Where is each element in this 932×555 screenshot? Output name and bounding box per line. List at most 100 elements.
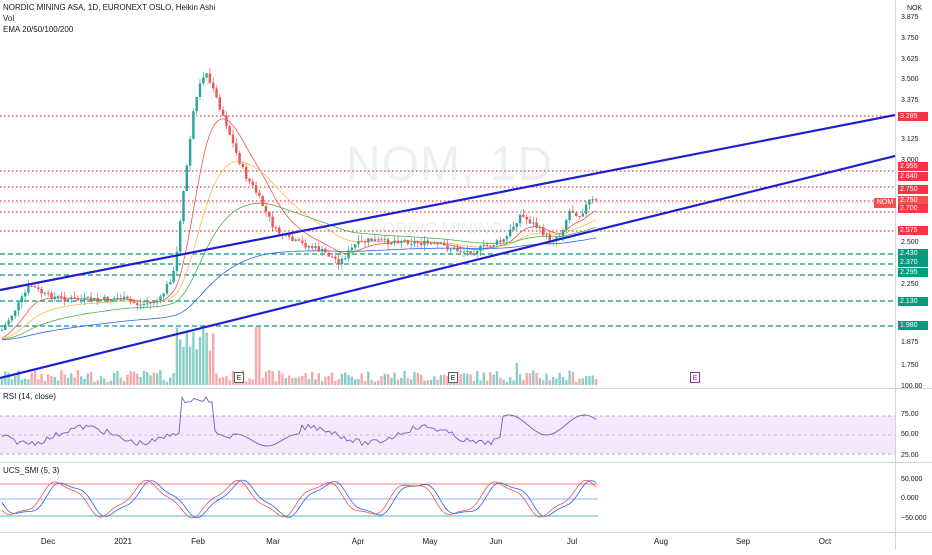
- candle-body: [495, 240, 499, 245]
- candle-body: [390, 242, 393, 245]
- volume-bar: [396, 379, 400, 385]
- volume-bar: [73, 377, 76, 385]
- heikin-ashi-candles: [0, 67, 598, 331]
- volume-bar: [248, 378, 251, 385]
- earnings-flag-upcoming[interactable]: E: [690, 372, 700, 383]
- volume-bar: [205, 332, 208, 385]
- volume-bar: [136, 373, 139, 385]
- volume-bar: [476, 370, 479, 385]
- candle-body: [489, 245, 492, 247]
- symbol-title[interactable]: NORDIC MINING ASA, 1D, EURONEXT OSLO, He…: [3, 3, 216, 12]
- candle-body: [469, 251, 472, 255]
- rsi-legend[interactable]: RSI (14, close): [3, 392, 56, 401]
- candle-body: [499, 240, 502, 242]
- candle-body: [268, 211, 271, 217]
- volume-bar: [370, 379, 373, 385]
- volume-bar: [555, 378, 558, 385]
- candle-body: [337, 258, 340, 264]
- candle-body: [383, 239, 386, 241]
- candle-body: [367, 238, 370, 243]
- volume-bar: [30, 372, 33, 385]
- candle-body: [419, 243, 423, 246]
- volume-bar: [215, 373, 218, 385]
- price-tick: 3.000: [901, 157, 919, 164]
- volume-bar: [251, 379, 254, 385]
- price-tick: 3.500: [901, 76, 919, 83]
- earnings-flag[interactable]: E: [234, 372, 244, 383]
- candle-body: [360, 240, 363, 242]
- candle-body: [370, 238, 373, 242]
- volume-bar: [17, 370, 20, 385]
- candle-body: [215, 88, 218, 98]
- candle-body: [492, 244, 495, 247]
- volume-bar: [0, 379, 4, 385]
- earnings-flag[interactable]: E: [448, 372, 458, 383]
- volume-legend[interactable]: Vol: [3, 14, 15, 23]
- volume-bar: [129, 371, 132, 385]
- candle-body: [396, 240, 400, 244]
- volume-bar: [155, 373, 159, 385]
- volume-bar: [482, 372, 485, 385]
- candle-body: [443, 242, 446, 246]
- volume-bar: [10, 379, 14, 385]
- volume-bar: [383, 373, 386, 385]
- candle-body: [502, 239, 505, 242]
- time-tick: May: [422, 537, 438, 546]
- horizontal-levels[interactable]: [0, 115, 895, 327]
- candle-body: [175, 251, 179, 271]
- candle-body: [568, 210, 571, 220]
- smi-legend[interactable]: UCS_SMI (5, 3): [3, 466, 60, 475]
- ema-line: [1, 237, 597, 341]
- volume-bar: [406, 378, 410, 385]
- candle-body: [297, 239, 301, 241]
- volume-bar: [258, 327, 261, 385]
- candle-body: [393, 240, 396, 243]
- ema-legend[interactable]: EMA 20/50/100/200: [3, 25, 74, 34]
- candle-body: [159, 296, 162, 301]
- price-level-badge: 2.575: [898, 226, 928, 235]
- trendlines[interactable]: [0, 113, 896, 380]
- candle-body: [287, 234, 291, 237]
- volume-bar: [324, 376, 327, 385]
- candle-body: [301, 240, 304, 243]
- rsi-path: [1, 395, 597, 447]
- volume-bar: [512, 380, 515, 385]
- candle-body: [258, 192, 261, 196]
- candle-body: [53, 296, 56, 300]
- candle-body: [33, 286, 37, 288]
- candle-body: [169, 282, 172, 285]
- volume-bar: [393, 372, 396, 385]
- candle-body: [132, 301, 136, 304]
- candle-body: [363, 241, 367, 243]
- volume-bar: [459, 374, 462, 385]
- time-tick: Sep: [735, 537, 751, 546]
- volume-bar: [515, 363, 518, 385]
- time-tick: 2021: [114, 537, 132, 546]
- price-level-badge: 3.285: [898, 112, 928, 121]
- price-level-badge: 2.955: [898, 162, 928, 171]
- volume-bar: [278, 370, 281, 385]
- volume-bar: [169, 377, 172, 385]
- volume-bar: [568, 370, 571, 385]
- candle-body: [542, 227, 545, 236]
- smi-lines: [1, 479, 597, 519]
- candle-body: [538, 227, 542, 229]
- candle-body: [436, 242, 439, 244]
- candle-body: [561, 230, 565, 237]
- countdown-label: 05:12:16: [901, 208, 929, 215]
- volume-bar: [254, 327, 258, 385]
- candle-body: [456, 248, 459, 252]
- volume-bar: [291, 377, 294, 385]
- candle-body: [386, 239, 390, 245]
- candle-body: [330, 256, 334, 258]
- volume-bar: [165, 381, 169, 385]
- candle-body: [575, 212, 578, 216]
- candle-body: [99, 299, 103, 301]
- volume-bar: [489, 372, 492, 385]
- volume-bar: [208, 350, 212, 385]
- volume-bar: [357, 379, 360, 385]
- candle-body: [103, 296, 106, 300]
- smi-tick: 0.000: [901, 495, 919, 502]
